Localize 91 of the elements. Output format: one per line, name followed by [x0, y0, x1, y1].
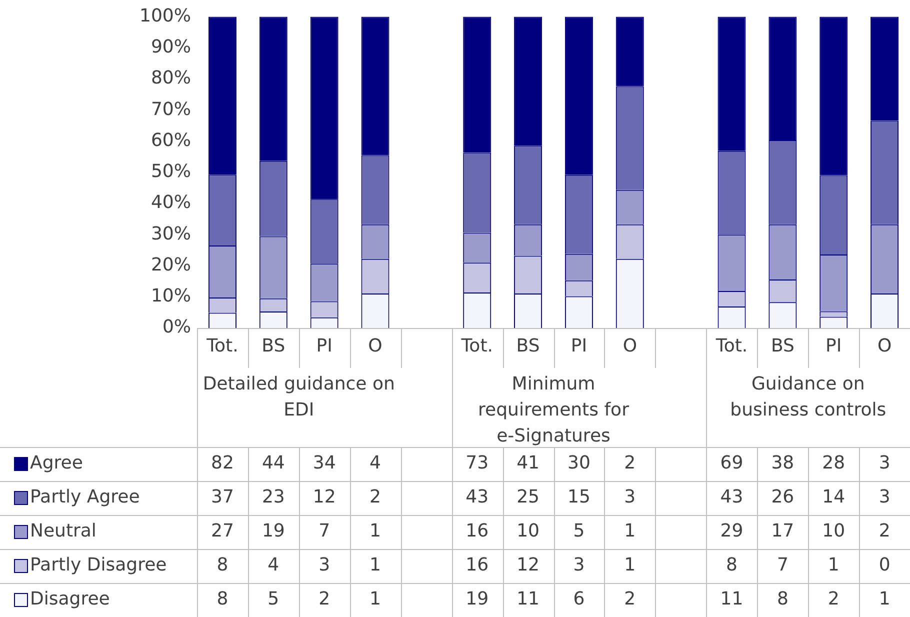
data-label: 2 [624, 588, 636, 610]
data-label: 10 [516, 520, 540, 542]
x-tick-label: O [368, 335, 382, 356]
data-label: 3 [318, 554, 330, 576]
y-tick-label: 20% [150, 254, 191, 276]
data-label: 3 [573, 554, 585, 576]
data-label: 1 [878, 588, 890, 610]
data-label: 8 [216, 554, 228, 576]
data-label: 44 [262, 452, 285, 474]
data-label: 7 [776, 554, 788, 576]
data-label: 4 [268, 554, 280, 576]
data-label: 2 [370, 486, 381, 508]
data-label: 29 [720, 520, 744, 542]
y-tick-label: 80% [150, 68, 191, 89]
y-tick-label: 60% [150, 130, 191, 151]
legend-label: Partly Agree [30, 486, 140, 508]
x-tick-label: Tot. [714, 335, 748, 356]
data-label: 30 [568, 452, 590, 474]
data-label: 19 [262, 520, 285, 542]
legend-label: Disagree [30, 588, 110, 610]
x-tick-label: PI [826, 335, 842, 356]
x-tick-label: BS [262, 335, 286, 356]
x-tick-label: O [622, 335, 637, 356]
x-tick-label: O [877, 335, 892, 356]
data-label: 6 [573, 588, 585, 610]
data-label: 1 [370, 588, 381, 610]
data-label: 16 [466, 520, 489, 542]
legend-label: Partly Disagree [30, 554, 167, 576]
x-tick-label: PI [570, 335, 588, 356]
data-label: 1 [370, 520, 381, 542]
data-label: 10 [822, 520, 846, 542]
data-label: 43 [466, 486, 489, 508]
x-tick-label: PI [316, 335, 332, 356]
data-label: 37 [211, 486, 234, 508]
data-label: 1 [828, 554, 840, 576]
y-tick-label: 70% [150, 98, 191, 120]
y-tick-label: 40% [150, 192, 191, 214]
text: Minimum requirements for e-Signatures [478, 374, 630, 447]
data-label: 14 [822, 486, 846, 508]
data-label: 28 [822, 452, 846, 474]
data-label: 3 [878, 486, 890, 508]
data-label: 1 [370, 554, 381, 576]
data-label: 5 [573, 520, 585, 542]
x-tick-label: Tot. [460, 335, 493, 356]
data-label: 3 [624, 486, 636, 508]
data-label: 12 [312, 486, 336, 508]
y-tick-label: 90% [150, 36, 191, 58]
data-label: 16 [466, 554, 489, 576]
data-label: 12 [516, 554, 540, 576]
data-label: 23 [262, 486, 285, 508]
data-label: 8 [216, 588, 228, 610]
y-tick-label: 10% [150, 286, 191, 307]
data-label: 5 [268, 588, 280, 610]
x-tick-label: BS [516, 335, 540, 356]
data-label: 4 [370, 452, 381, 474]
data-label: 2 [878, 520, 890, 542]
data-label: 26 [771, 486, 794, 508]
text: Guidance on business controls [730, 374, 886, 421]
data-label: 8 [726, 554, 738, 576]
data-label: 38 [771, 452, 794, 474]
y-tick-label: 30% [150, 223, 191, 244]
text: Detailed guidance on EDI [202, 374, 395, 421]
data-label: 15 [568, 486, 590, 508]
data-label: 82 [211, 452, 234, 474]
data-label: 11 [720, 588, 744, 610]
data-label: 17 [771, 520, 794, 542]
data-label: 34 [312, 452, 336, 474]
y-tick-label: 50% [150, 161, 191, 182]
y-tick-label: 100% [140, 5, 191, 26]
data-label: 7 [318, 520, 330, 542]
data-label: 1 [624, 520, 636, 542]
x-tick-label: BS [770, 335, 794, 356]
data-label: 2 [318, 588, 330, 610]
data-label: 11 [516, 588, 540, 610]
data-label: 3 [878, 452, 890, 474]
data-label: 0 [878, 554, 890, 576]
legend-label: Agree [30, 452, 83, 474]
data-label: 2 [624, 452, 636, 474]
legend-label: Neutral [30, 520, 96, 542]
y-tick-label: 0% [162, 316, 191, 338]
data-label: 1 [624, 554, 636, 576]
data-label: 41 [516, 452, 540, 474]
data-label: 8 [776, 588, 788, 610]
data-label: 43 [720, 486, 744, 508]
data-label: 19 [466, 588, 489, 610]
data-label: 73 [466, 452, 489, 474]
data-label: 2 [828, 588, 840, 610]
x-tick-label: Tot. [206, 335, 238, 356]
data-label: 25 [516, 486, 540, 508]
data-label: 27 [211, 520, 234, 542]
data-label: 69 [720, 452, 744, 474]
